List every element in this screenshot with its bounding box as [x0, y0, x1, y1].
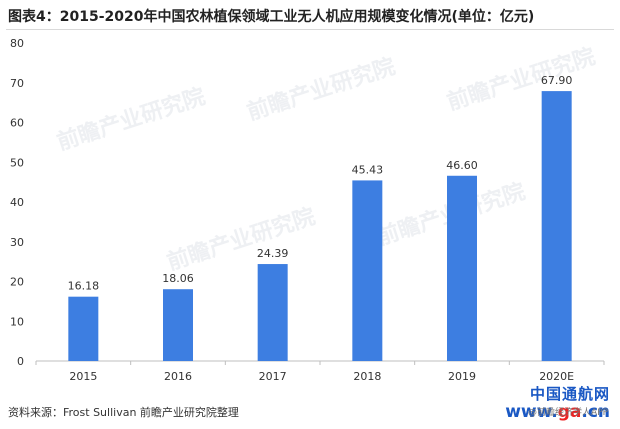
y-tick-label: 70	[10, 77, 24, 90]
data-label-2017: 24.39	[257, 247, 289, 260]
site-url-mid: ga	[557, 402, 582, 422]
bar-2016	[163, 289, 193, 361]
x-tick-label-2017: 2017	[259, 370, 287, 383]
app-watermark: @前瞻经济学人APP	[527, 408, 608, 418]
bar-2017	[257, 264, 288, 361]
title-divider	[6, 29, 614, 30]
y-tick-label: 0	[17, 355, 24, 368]
y-tick-label: 10	[10, 315, 24, 328]
y-tick-label: 30	[10, 236, 24, 249]
x-tick-label-2019: 2019	[448, 370, 476, 383]
bar-2020E	[541, 91, 572, 361]
brand-watermark: 前瞻产业研究院	[54, 83, 209, 155]
site-name: 中国通航网	[529, 385, 610, 403]
bar-2015	[68, 296, 99, 361]
data-label-2015: 16.18	[68, 280, 100, 293]
y-tick-label: 50	[10, 156, 24, 169]
x-tick-label-2020E: 2020E	[539, 370, 574, 383]
data-label-2020E: 67.90	[541, 74, 573, 87]
chart-title: 图表4：2015-2020年中国农林植保领域工业无人机应用规模变化情况(单位：亿…	[8, 9, 535, 25]
y-tick-label: 20	[10, 276, 24, 289]
y-tick-label: 80	[10, 37, 24, 50]
site-url-suffix: .cn	[581, 402, 610, 422]
data-label-2018: 45.43	[352, 163, 384, 176]
site-url-prefix: www.	[505, 402, 558, 422]
brand-watermark: 前瞻产业研究院	[444, 43, 599, 115]
x-tick-label-2016: 2016	[164, 370, 192, 383]
source-note: 资料来源：Frost Sullivan 前瞻产业研究院整理	[8, 406, 239, 419]
site-url: www.ga.cn	[505, 404, 610, 421]
bar-2019	[447, 175, 477, 361]
bar-2018	[352, 180, 383, 361]
site-watermark-logo: 中国通航网 www.ga.cn	[505, 387, 610, 421]
y-tick-label: 40	[10, 196, 24, 209]
x-tick-label-2015: 2015	[69, 370, 97, 383]
brand-watermark: 前瞻产业研究院	[244, 53, 399, 125]
x-tick-label-2018: 2018	[353, 370, 381, 383]
brand-watermark: 前瞻产业研究院	[164, 203, 319, 275]
y-tick-label: 60	[10, 117, 24, 130]
data-label-2016: 18.06	[162, 272, 194, 285]
bar-chart: 前瞻产业研究院前瞻产业研究院前瞻产业研究院前瞻产业研究院前瞻产业研究院01020…	[10, 37, 605, 383]
data-label-2019: 46.60	[446, 159, 478, 172]
